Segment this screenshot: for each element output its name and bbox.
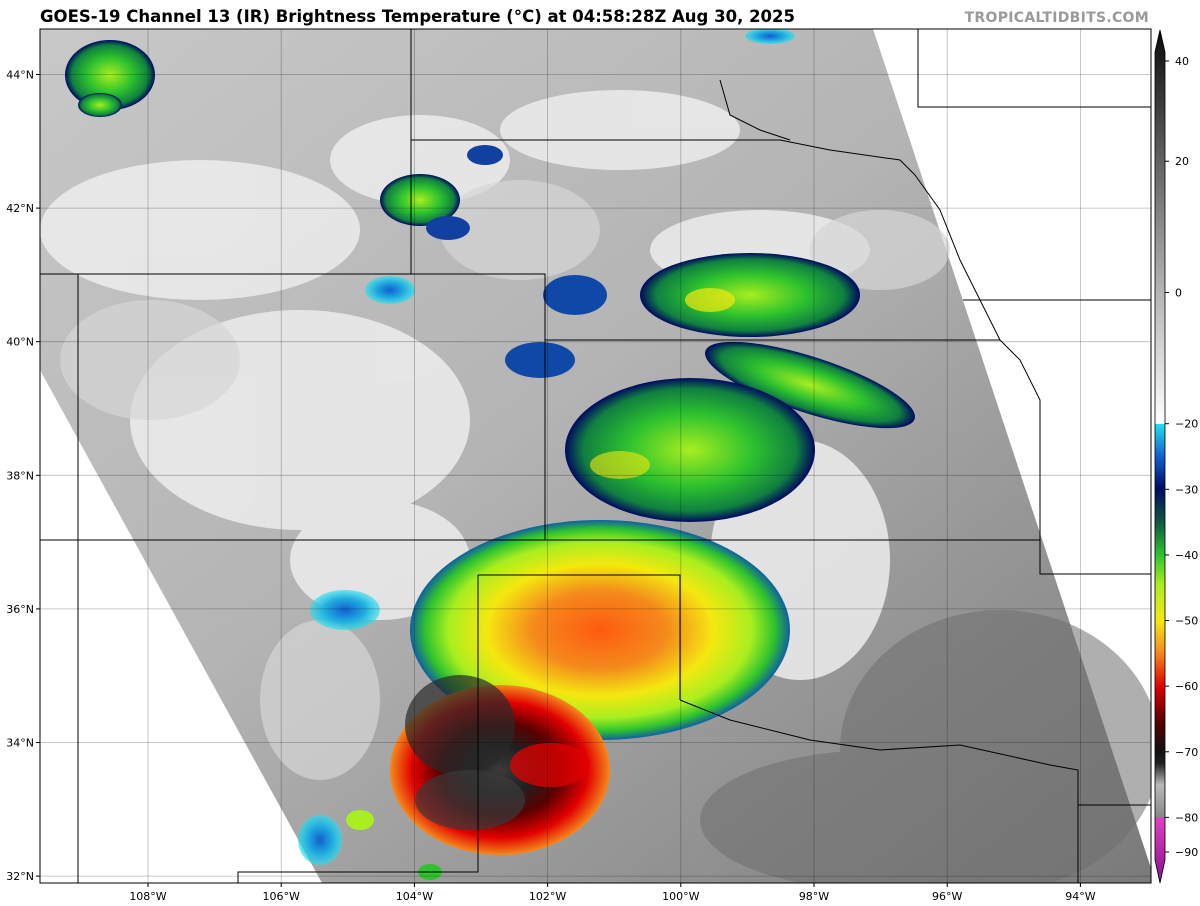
colorbar-tick-label: 0 xyxy=(1175,286,1182,299)
colorbar-tick-label: −40 xyxy=(1175,549,1198,562)
plot-frame xyxy=(39,28,1152,884)
latitude-tick-label: 38°N xyxy=(6,469,34,482)
longitude-tick-label: 96°W xyxy=(932,890,962,903)
colorbar: 40 20 0 −20 −30 −40 −50 −60 −70 −80 −90 xyxy=(1154,29,1198,884)
state-borders xyxy=(40,29,1151,883)
longitude-axis: 108°W 106°W 104°W 102°W 100°W 98°W 96°W 94°W xyxy=(129,883,1096,903)
colorbar-scale xyxy=(1154,29,1166,884)
colorbar-ticks: 40 20 0 −20 −30 −40 −50 −60 −70 −80 −90 xyxy=(1165,55,1198,859)
longitude-tick-label: 98°W xyxy=(799,890,829,903)
latitude-tick-label: 40°N xyxy=(6,336,34,349)
longitude-tick-label: 106°W xyxy=(263,890,300,903)
colorbar-tick-label: −20 xyxy=(1175,418,1198,431)
colorbar-tick-label: −30 xyxy=(1175,483,1198,496)
longitude-tick-label: 94°W xyxy=(1065,890,1095,903)
latitude-tick-label: 42°N xyxy=(6,202,34,215)
map-title: GOES-19 Channel 13 (IR) Brightness Tempe… xyxy=(40,7,796,26)
latitude-axis: 44°N 42°N 40°N 38°N 36°N 34°N 32°N xyxy=(6,69,40,883)
longitude-tick-label: 104°W xyxy=(396,890,433,903)
colorbar-tick-label: −80 xyxy=(1175,811,1198,824)
colorbar-tick-label: −60 xyxy=(1175,680,1198,693)
latitude-tick-label: 36°N xyxy=(6,603,34,616)
longitude-tick-label: 100°W xyxy=(662,890,699,903)
colorbar-tick-label: −90 xyxy=(1175,846,1198,859)
colorbar-tick-label: −50 xyxy=(1175,615,1198,628)
latitude-tick-label: 32°N xyxy=(6,870,34,883)
imagery-layer xyxy=(40,29,1151,883)
longitude-tick-label: 108°W xyxy=(129,890,166,903)
longitude-tick-label: 102°W xyxy=(529,890,566,903)
colorbar-tick-label: 20 xyxy=(1175,155,1189,168)
colorbar-tick-label: −70 xyxy=(1175,746,1198,759)
graticule xyxy=(40,29,1151,883)
latitude-tick-label: 34°N xyxy=(6,737,34,750)
credit-watermark: TROPICALTIDBITS.COM xyxy=(964,10,1149,26)
latitude-tick-label: 44°N xyxy=(6,69,34,82)
colorbar-tick-label: 40 xyxy=(1175,55,1189,68)
